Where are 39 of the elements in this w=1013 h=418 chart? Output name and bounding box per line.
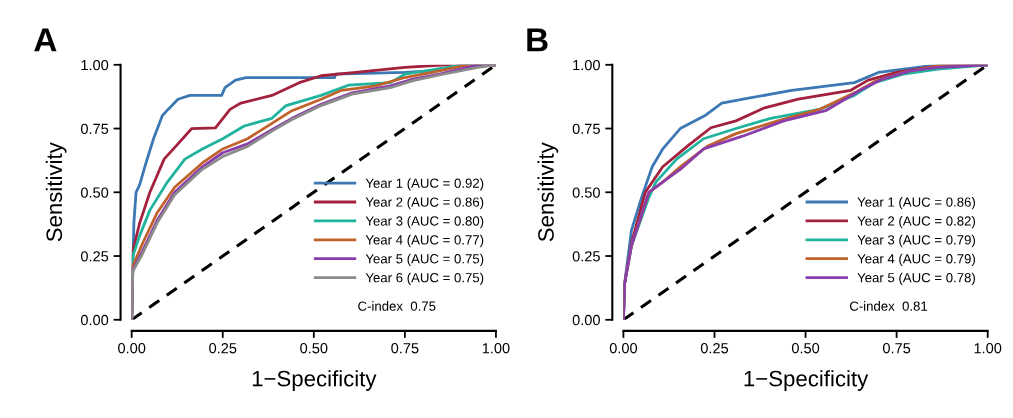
legend-label: Year 3 (AUC = 0.80) bbox=[365, 215, 484, 229]
legend-label: Year 2 (AUC = 0.86) bbox=[365, 197, 484, 210]
x-tick-label: 0.75 bbox=[391, 343, 419, 354]
y-tick-label: 0.25 bbox=[572, 251, 600, 262]
y-axis-title: Sensitivity bbox=[45, 142, 67, 242]
annotation: C-index 0.75 bbox=[358, 301, 436, 311]
x-axis-title: 1−Specificity bbox=[744, 370, 869, 391]
y-tick-label: 0.00 bbox=[80, 314, 109, 326]
legend-label: Year 1 (AUC = 0.92) bbox=[365, 178, 484, 191]
y-tick-label: 0.25 bbox=[80, 251, 109, 262]
x-tick-label: 0.25 bbox=[700, 343, 729, 354]
y-axis-title: Sensitivity bbox=[537, 142, 559, 242]
x-tick-label: 1.00 bbox=[482, 343, 510, 354]
x-axis-title: 1−Specificity bbox=[252, 370, 377, 391]
legend-label: Year 6 (AUC = 0.75) bbox=[365, 272, 484, 285]
y-tick-label: 0.50 bbox=[572, 187, 600, 198]
chart-title: B bbox=[527, 28, 548, 52]
y-tick-label: 0.00 bbox=[572, 314, 600, 326]
y-tick-label: 1.00 bbox=[573, 59, 600, 71]
legend-label: Year 4 (AUC = 0.79) bbox=[857, 253, 975, 267]
legend-label: Year 5 (AUC = 0.78) bbox=[857, 272, 975, 285]
x-tick-label: 0.00 bbox=[118, 343, 146, 354]
x-tick-label: 0.50 bbox=[300, 343, 328, 354]
legend-label: Year 1 (AUC = 0.86) bbox=[857, 197, 975, 210]
y-tick-label: 1.00 bbox=[81, 59, 109, 71]
annotation: C-index 0.81 bbox=[849, 301, 928, 311]
x-tick-label: 0.50 bbox=[791, 343, 820, 354]
legend-label: Year 4 (AUC = 0.77) bbox=[365, 234, 484, 248]
y-tick-label: 0.75 bbox=[80, 123, 109, 134]
x-tick-label: 1.00 bbox=[974, 343, 1002, 354]
y-tick-label: 0.75 bbox=[572, 123, 600, 134]
legend-label: Year 5 (AUC = 0.75) bbox=[365, 253, 484, 267]
legend-label: Year 2 (AUC = 0.82) bbox=[857, 215, 975, 229]
x-tick-label: 0.75 bbox=[882, 343, 911, 354]
x-tick-label: 0.25 bbox=[209, 343, 237, 354]
x-tick-label: 0.00 bbox=[609, 343, 638, 354]
chart-title: A bbox=[34, 28, 57, 52]
legend-label: Year 3 (AUC = 0.79) bbox=[857, 234, 975, 248]
y-tick-label: 0.50 bbox=[80, 187, 109, 198]
